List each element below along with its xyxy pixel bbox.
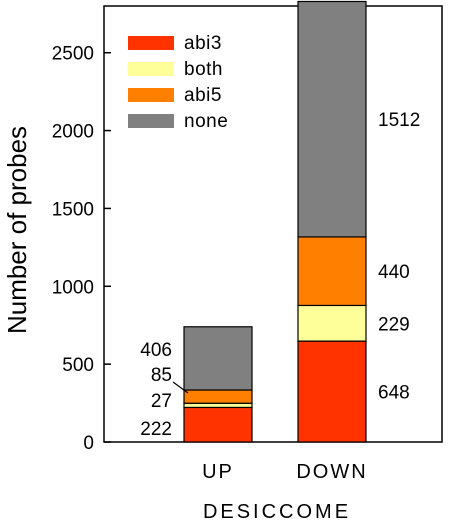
x-tick-label: DOWN	[296, 461, 367, 483]
legend-swatch-none	[128, 114, 174, 128]
y-tick-label: 0	[83, 433, 94, 454]
legend-label: abi3	[184, 33, 222, 54]
y-tick-label: 2000	[52, 122, 94, 143]
bar-segment-both	[183, 402, 253, 409]
legend-label: none	[184, 111, 228, 132]
bar-segment-abi3	[297, 340, 367, 443]
y-tick-label: 1500	[52, 199, 94, 220]
bar-segment-abi5	[183, 389, 253, 404]
legend-label: both	[184, 59, 223, 80]
callout-line	[172, 381, 189, 394]
bar-segment-abi3	[183, 406, 253, 443]
legend-swatch-abi5	[128, 88, 174, 102]
legend-swatch-both	[128, 62, 174, 76]
data-label: 229	[378, 314, 410, 335]
x-axis-label: DESICCOME	[203, 501, 351, 523]
data-label: 27	[151, 391, 172, 412]
bar-segment-both	[297, 304, 367, 342]
legend-label: abi5	[184, 85, 222, 106]
data-label: 222	[140, 419, 172, 440]
legend-swatch-abi3	[128, 36, 174, 50]
x-tick-label: UP	[202, 461, 234, 483]
bar-segment-none	[183, 326, 253, 391]
data-label: 648	[378, 383, 410, 404]
y-tick-label: 500	[62, 355, 94, 376]
bar-segment-none	[297, 0, 367, 238]
y-tick-label: 2500	[52, 44, 94, 65]
y-tick-label: 1000	[52, 277, 94, 298]
bar-segment-abi5	[297, 236, 367, 307]
plot-frame	[103, 5, 443, 443]
data-label: 440	[378, 262, 410, 283]
data-label: 1512	[378, 110, 420, 131]
y-axis-label: Number of probes	[2, 126, 32, 334]
data-label: 85	[151, 365, 172, 386]
data-label: 406	[140, 340, 172, 361]
